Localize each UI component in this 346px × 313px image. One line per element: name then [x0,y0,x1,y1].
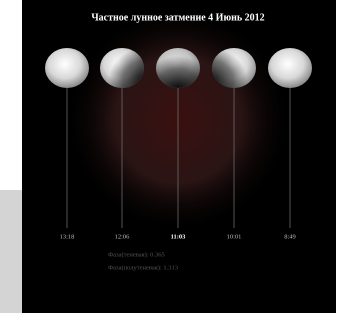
moon [45,48,89,88]
time-label: 13:18 [60,233,75,240]
eclipse-diagram: Частное лунное затмение 4 Июнь 2012 Фаза… [0,0,346,313]
time-label: 12:06 [115,233,131,240]
side-panel [0,190,22,313]
time-label: 8:49 [284,233,296,240]
moon-shadow [100,48,144,88]
moon-shadow [156,48,200,88]
phase-penumbral: Фаза(полутеневая): 1.313 [108,264,178,271]
moon-shadow [212,48,256,88]
page: Частное лунное затмение 4 Июнь 2012 Фаза… [0,0,346,313]
time-label: 10:01 [227,233,242,240]
time-label: 11:03 [171,233,187,240]
title: Частное лунное затмение 4 Июнь 2012 [91,12,264,23]
moon [268,48,312,88]
phase-umbral: Фаза(теневая): 0.365 [108,251,165,258]
